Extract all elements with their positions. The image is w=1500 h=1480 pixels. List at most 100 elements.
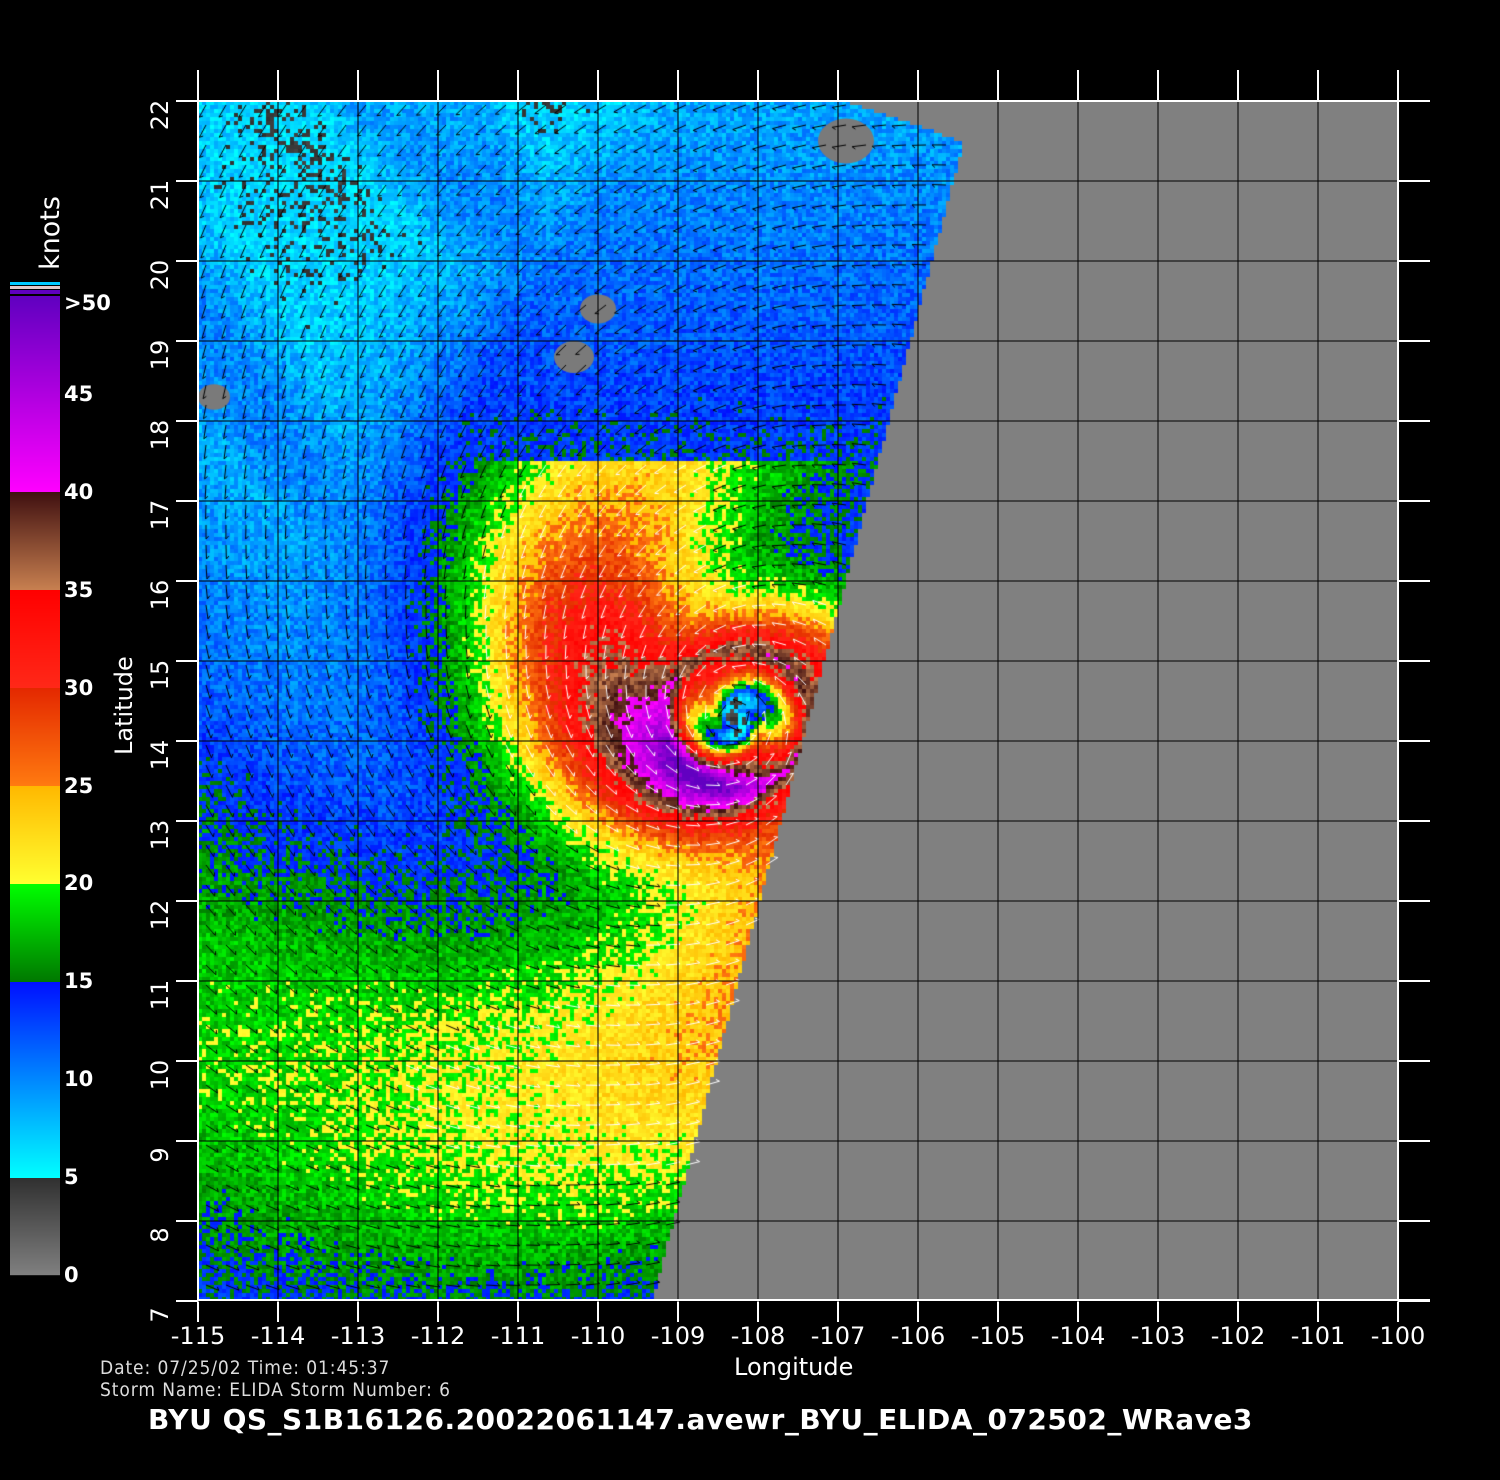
colorbar-segment [10,881,60,883]
colorbar-segment [10,1085,60,1087]
colorbar-segment [10,1109,60,1111]
colorbar-segment [10,669,60,671]
colorbar-segment [10,576,60,578]
colorbar-segment [10,1020,60,1022]
colorbar-segment [10,916,60,918]
colorbar-segment [10,455,60,457]
date-time-info: Date: 07/25/02 Time: 01:45:37 [100,1357,391,1379]
colorbar-segment [10,756,60,758]
colorbar-segment [10,538,60,540]
colorbar-segment [10,814,60,816]
colorbar-segment [10,358,60,360]
colorbar-segment [10,1007,60,1009]
colorbar-segment [10,571,60,573]
colorbar-segment [10,413,60,415]
colorbar-segment [10,1189,60,1191]
colorbar-segment [10,989,60,991]
colorbar-segment [10,642,60,644]
colorbar-segment [10,802,60,804]
colorbar-segment [10,486,60,488]
colorbar-segment [10,584,60,586]
colorbar-segment [10,690,60,692]
colorbar-segment [10,766,60,768]
colorbar-segment [10,733,60,735]
colorbar-segment [10,994,60,996]
latitude-tick-label: 14 [146,739,174,771]
colorbar-segment [10,366,60,368]
colorbar-segment [10,968,60,970]
colorbar-segment [10,1156,60,1158]
colorbar-segment [10,605,60,607]
colorbar-segment [10,657,60,659]
colorbar-segment [10,331,60,333]
colorbar-segment [10,1158,60,1160]
colorbar-segment [10,1014,60,1016]
colorbar-segment [10,946,60,948]
colorbar-segment [10,315,60,317]
colorbar-segment [10,1066,60,1068]
colorbar-segment [10,316,60,318]
colorbar-segment [10,679,60,681]
longitude-tick-label: -113 [330,1322,386,1350]
colorbar-segment [10,811,60,813]
colorbar-segment [10,1142,60,1144]
colorbar-segment [10,1210,60,1212]
colorbar-segment [10,1209,60,1211]
colorbar-segment [10,357,60,359]
colorbar-segment [10,848,60,850]
colorbar-segment [10,458,60,460]
colorbar-segment [10,991,60,993]
colorbar-segment [10,723,60,725]
colorbar-segment [10,296,60,298]
colorbar-segment [10,590,60,592]
colorbar-segment [10,645,60,647]
colorbar-segment [10,1233,60,1235]
colorbar-segment [10,383,60,385]
colorbar-segment [10,985,60,987]
longitude-tick-label: -112 [410,1322,466,1350]
colorbar-segment [10,887,60,889]
colorbar-segment [10,724,60,726]
colorbar-segment [10,1064,60,1066]
colorbar-segment [10,1179,60,1181]
colorbar-segment [10,789,60,791]
colorbar-segment [10,355,60,357]
colorbar-segment [10,959,60,961]
colorbar-segment [10,344,60,346]
colorbar-segment [10,611,60,613]
colorbar-segment [10,727,60,729]
colorbar-segment [10,975,60,977]
colorbar-segment [10,489,60,491]
colorbar-segment [10,837,60,839]
latitude-tick-label: 11 [146,979,174,1011]
colorbar-segment [10,917,60,919]
colorbar-segment [10,539,60,541]
colorbar-segment [10,1159,60,1161]
colorbar-segment [10,1100,60,1102]
colorbar-segment [10,769,60,771]
colorbar-segment [10,507,60,509]
colorbar-segment [10,484,60,486]
colorbar-segment [10,805,60,807]
colorbar-segment [10,322,60,324]
colorbar-segment [10,835,60,837]
colorbar-segment [10,320,60,322]
colorbar-segment [10,908,60,910]
colorbar-segment [10,877,60,879]
colorbar-segment [10,474,60,476]
colorbar-segment [10,340,60,342]
colorbar-segment [10,674,60,676]
longitude-tick-label: -107 [810,1322,866,1350]
colorbar-segment [10,935,60,937]
colorbar-segment [10,324,60,326]
colorbar-segment [10,448,60,450]
colorbar-segment [10,453,60,455]
colorbar-segment [10,1055,60,1057]
colorbar-segment [10,619,60,621]
colorbar-segment [10,886,60,888]
colorbar-segment [10,1049,60,1051]
colorbar-segment [10,1032,60,1034]
colorbar-segment [10,1011,60,1013]
colorbar-segment [10,952,60,954]
colorbar-segment [10,601,60,603]
